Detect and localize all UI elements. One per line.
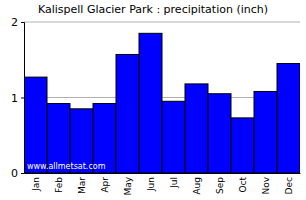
grid [24, 22, 300, 173]
x-tick-label: Aug [192, 177, 202, 195]
x-tick-label: Feb [54, 177, 64, 193]
y-tick-mark [21, 22, 24, 23]
bar [231, 118, 254, 173]
x-tick-label: Jul [169, 177, 179, 189]
bar [185, 84, 208, 173]
y-axis: 0 1 2 [11, 16, 25, 180]
bar [116, 54, 139, 173]
bar [24, 77, 47, 173]
x-tick: Aug [192, 177, 202, 195]
x-tick: Oct [238, 177, 248, 193]
y-tick-label: 0 [11, 167, 18, 180]
plot: 0 1 2 Jan Feb Mar Apr May Jun Jul Aug Sep Oct Nov Dec w… [11, 16, 301, 196]
x-tick-label: May [123, 176, 133, 195]
bar [208, 94, 231, 173]
background [0, 0, 306, 200]
y-tick-mark [21, 98, 24, 99]
x-tick-label: Oct [238, 177, 248, 193]
x-tick: Nov [261, 176, 271, 194]
y-tick-label: 1 [11, 92, 18, 105]
bar [277, 64, 300, 173]
x-tick-label: Sep [215, 177, 225, 194]
y-tick-label: 2 [11, 16, 18, 29]
x-tick: Sep [215, 177, 225, 194]
x-tick: Jun [146, 177, 156, 192]
x-tick: Feb [54, 177, 64, 193]
grid-line [24, 22, 300, 23]
bars [24, 33, 300, 173]
bar [254, 91, 277, 173]
x-tick: May [123, 176, 133, 195]
x-tick: Jan [31, 177, 41, 192]
x-tick: Dec [284, 177, 294, 194]
x-axis-line [25, 173, 301, 174]
x-tick-label: Jan [31, 177, 41, 192]
x-tick-label: Jun [146, 177, 156, 192]
bar [162, 101, 185, 173]
bar [139, 33, 162, 173]
x-tick-label: Dec [284, 177, 294, 194]
chart: 0 1 2 Jan Feb Mar Apr May Jun Jul Aug Sep Oct Nov Dec w… [0, 0, 306, 200]
y-tick: 0 [11, 167, 24, 180]
title: Kalispell Glacier Park : precipitation (… [38, 3, 268, 16]
x-tick-label: Mar [77, 177, 87, 194]
x-tick: Jul [169, 177, 179, 189]
x-tick: Apr [100, 177, 110, 193]
x-tick-label: Nov [261, 176, 271, 194]
y-tick: 2 [11, 16, 24, 29]
y-axis-line [21, 23, 25, 174]
annotation: www.allmetsat.com [27, 162, 106, 171]
y-tick-mark [21, 173, 24, 174]
y-tick: 1 [11, 92, 24, 105]
x-tick-label: Apr [100, 177, 110, 193]
x-axis: Jan Feb Mar Apr May Jun Jul Aug Sep Oct Nov Dec [25, 174, 301, 196]
x-tick: Mar [77, 177, 87, 194]
